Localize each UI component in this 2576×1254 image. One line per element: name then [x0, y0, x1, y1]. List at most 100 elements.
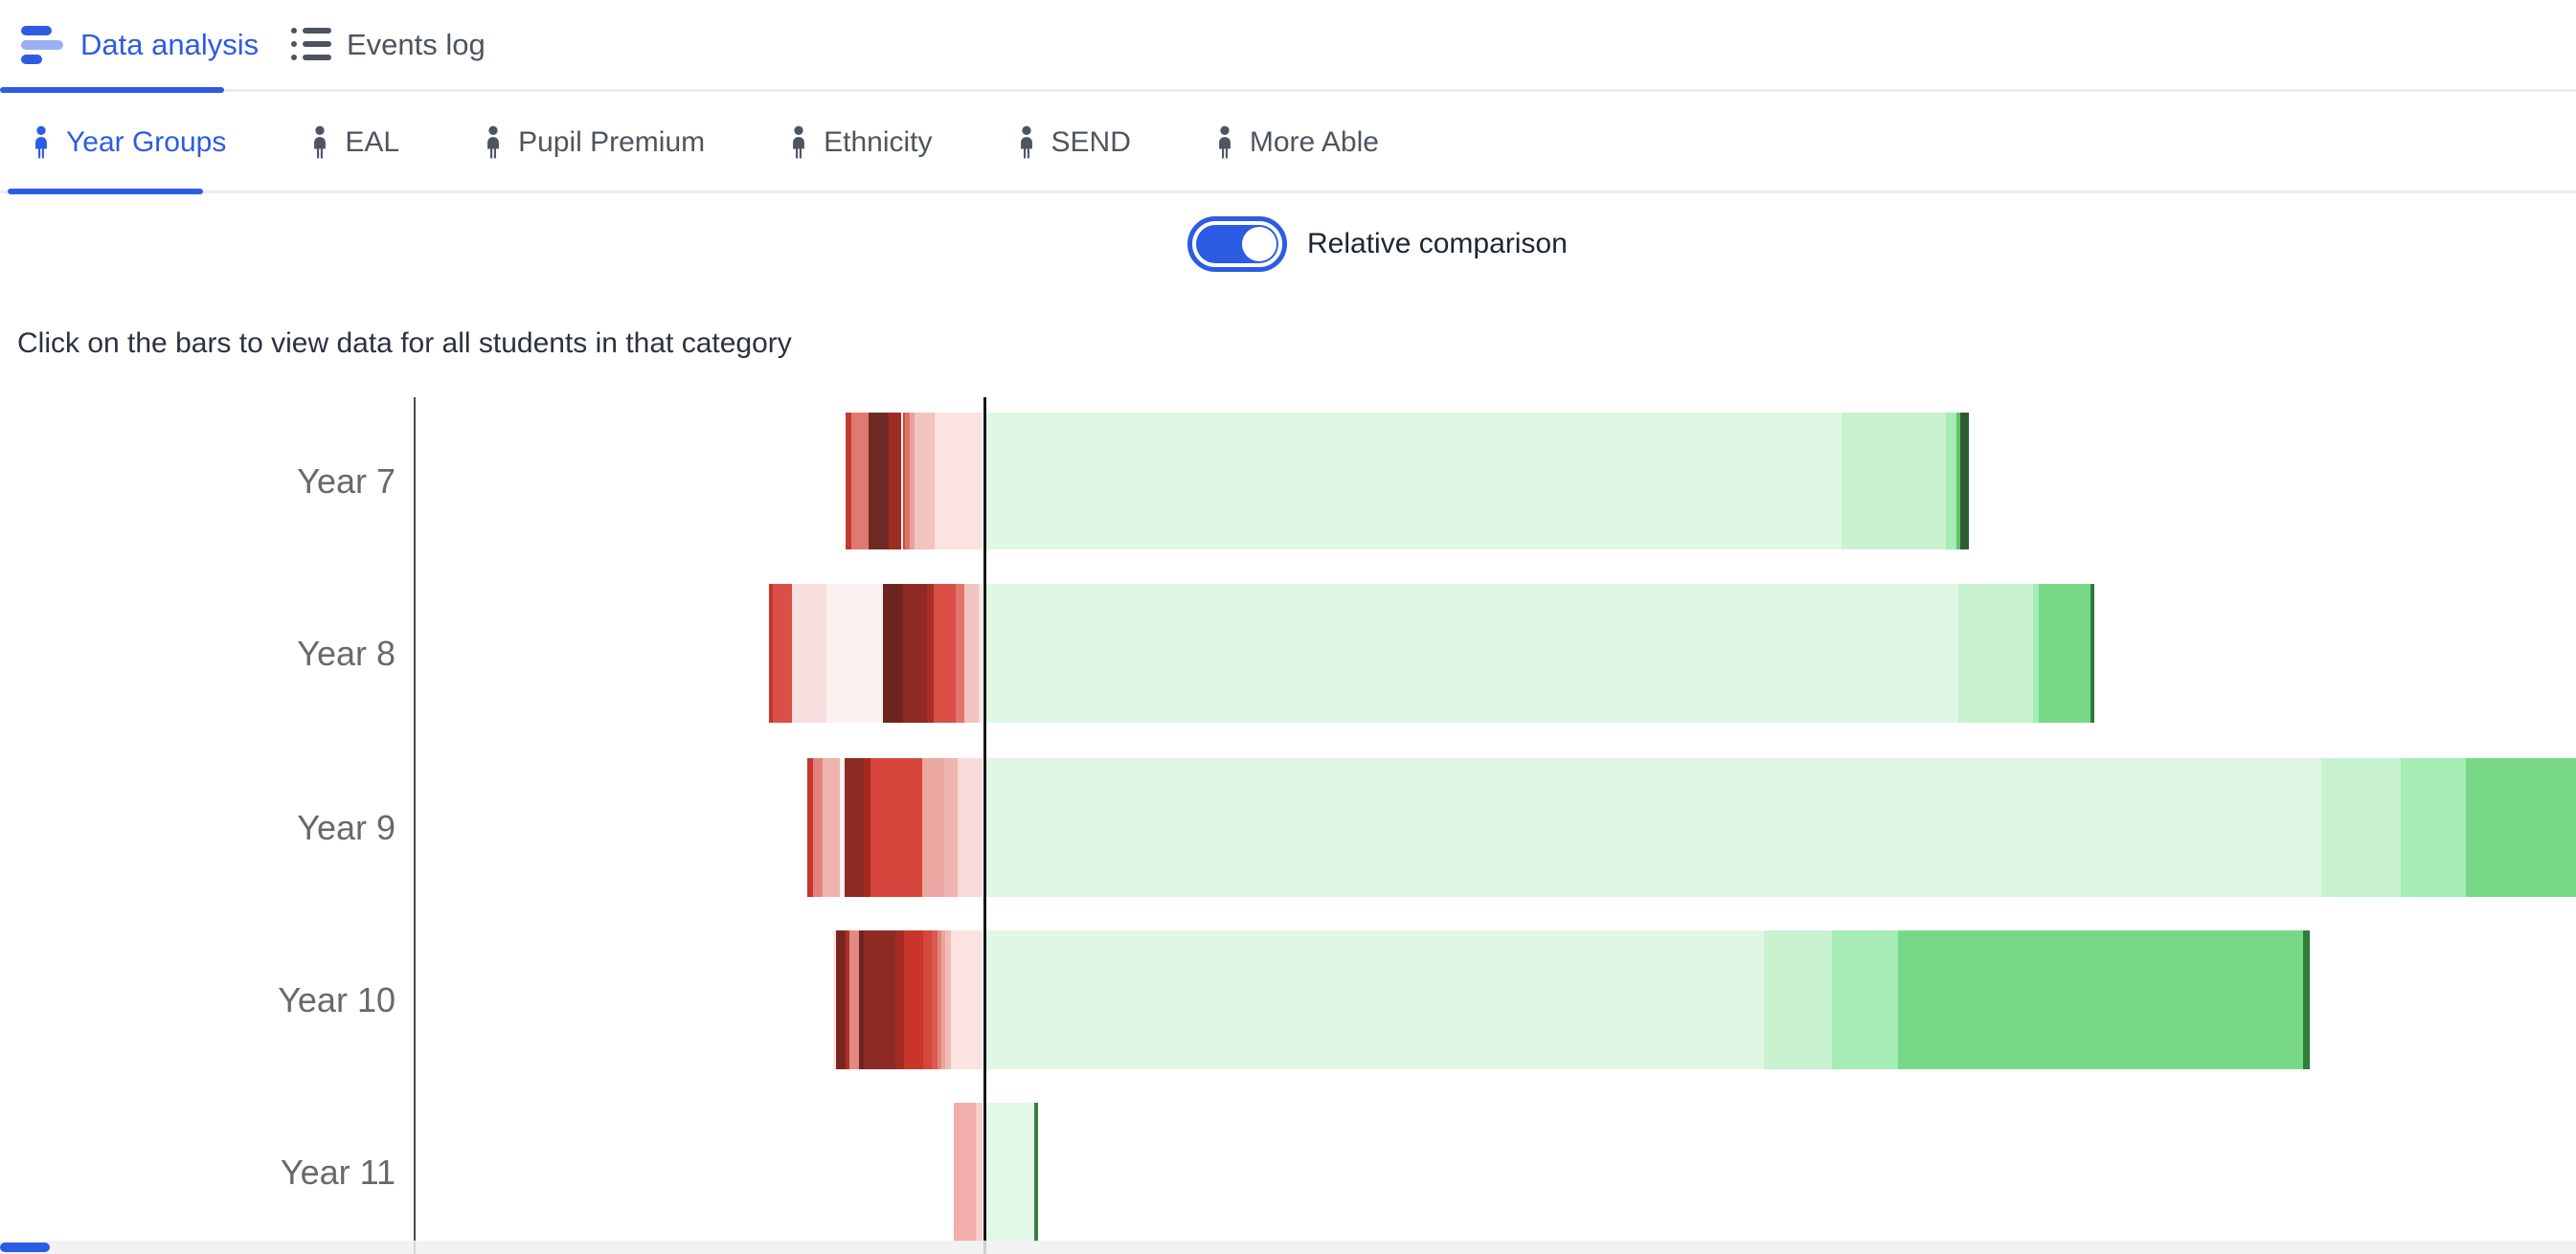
- tab-ethnicity[interactable]: Ethnicity: [786, 95, 933, 190]
- bar-segment[interactable]: [864, 930, 895, 1069]
- bar-segment[interactable]: [901, 413, 903, 549]
- bar-year-9[interactable]: [807, 758, 2576, 897]
- bar-segment[interactable]: [985, 1103, 1034, 1242]
- person-icon: [793, 125, 805, 159]
- tab-more-able[interactable]: More Able: [1212, 95, 1379, 190]
- bar-segment[interactable]: [1956, 413, 1960, 549]
- horizontal-scrollbar-track[interactable]: [0, 1241, 2576, 1254]
- bar-segment[interactable]: [859, 930, 864, 1069]
- bar-segment[interactable]: [2321, 758, 2401, 897]
- bar-segment[interactable]: [807, 758, 813, 897]
- bar-segment[interactable]: [934, 584, 956, 723]
- bar-segment[interactable]: [922, 758, 944, 897]
- person-icon: [35, 125, 47, 159]
- bar-segment[interactable]: [903, 584, 927, 723]
- bar-segment[interactable]: [932, 930, 938, 1069]
- bar-segment[interactable]: [985, 930, 1764, 1069]
- category-label-year-11: Year 11: [280, 1152, 395, 1192]
- bar-year-11[interactable]: [954, 1103, 1038, 1242]
- bar-segment[interactable]: [845, 758, 864, 897]
- bar-segment[interactable]: [1842, 413, 1946, 549]
- bar-segment[interactable]: [951, 930, 983, 1069]
- bar-segment[interactable]: [836, 930, 846, 1069]
- tab-eal[interactable]: EAL: [307, 95, 399, 190]
- tab-events-log[interactable]: Events log: [291, 0, 486, 89]
- tab-pupil-premium[interactable]: Pupil Premium: [481, 95, 705, 190]
- bar-segment[interactable]: [944, 758, 958, 897]
- bar-segment[interactable]: [985, 584, 1958, 723]
- bar-year-8[interactable]: [769, 584, 2094, 723]
- tab-send[interactable]: SEND: [1014, 95, 1131, 190]
- chart-instruction-text: Click on the bars to view data for all s…: [17, 327, 792, 359]
- bar-chart-icon: [21, 25, 65, 65]
- bar-segment[interactable]: [889, 413, 901, 549]
- horizontal-scrollbar-thumb[interactable]: [0, 1243, 50, 1252]
- bar-segment[interactable]: [883, 584, 903, 723]
- app-tab-bar: Data analysis Events log: [0, 0, 2576, 93]
- bar-segment[interactable]: [773, 584, 792, 723]
- bar-segment[interactable]: [826, 584, 883, 723]
- relative-comparison-toggle[interactable]: [1187, 216, 1287, 272]
- bar-segment[interactable]: [979, 584, 983, 723]
- bar-segment[interactable]: [958, 758, 983, 897]
- bar-segment[interactable]: [840, 758, 845, 897]
- tab-data-analysis[interactable]: Data analysis: [21, 0, 259, 89]
- bar-segment[interactable]: [2090, 584, 2094, 723]
- person-icon: [1020, 125, 1032, 159]
- bar-segment[interactable]: [851, 413, 869, 549]
- zero-baseline: [983, 397, 986, 1254]
- bar-segment[interactable]: [2401, 758, 2466, 897]
- bar-segment[interactable]: [846, 413, 851, 549]
- bar-segment[interactable]: [1764, 930, 1832, 1069]
- bar-segment[interactable]: [1034, 1103, 1038, 1242]
- bar-segment[interactable]: [2039, 584, 2090, 723]
- tab-year-groups[interactable]: Year Groups: [29, 95, 226, 190]
- bar-segment[interactable]: [813, 758, 823, 897]
- bar-segment[interactable]: [941, 930, 945, 1069]
- tab-events-log-label: Events log: [347, 27, 486, 61]
- person-icon: [314, 125, 327, 159]
- active-category-tab-indicator: [8, 189, 203, 194]
- bar-segment[interactable]: [769, 584, 773, 723]
- bar-segment[interactable]: [904, 930, 923, 1069]
- bar-segment[interactable]: [938, 930, 941, 1069]
- bar-segment[interactable]: [1960, 413, 1969, 549]
- bar-segment[interactable]: [2303, 930, 2310, 1069]
- bar-segment[interactable]: [823, 758, 840, 897]
- bar-segment[interactable]: [792, 584, 826, 723]
- bar-segment[interactable]: [964, 584, 979, 723]
- bar-segment[interactable]: [956, 584, 964, 723]
- bar-segment[interactable]: [910, 413, 915, 549]
- bar-segment[interactable]: [976, 1103, 983, 1242]
- tab-pupil-premium-label: Pupil Premium: [518, 126, 706, 158]
- category-tab-bar: Year Groups EAL Pupil Premium Ethnicity …: [0, 95, 2576, 194]
- bar-segment[interactable]: [935, 413, 983, 549]
- bar-segment[interactable]: [1958, 584, 2033, 723]
- bar-segment[interactable]: [895, 930, 904, 1069]
- tab-ethnicity-label: Ethnicity: [824, 126, 933, 158]
- bar-segment[interactable]: [1832, 930, 1898, 1069]
- bar-segment[interactable]: [945, 930, 951, 1069]
- tab-eal-label: EAL: [345, 126, 400, 158]
- bar-segment[interactable]: [927, 584, 934, 723]
- bar-segment[interactable]: [903, 413, 905, 549]
- bar-segment[interactable]: [869, 413, 889, 549]
- bar-segment[interactable]: [1898, 930, 2303, 1069]
- bar-segment[interactable]: [923, 930, 932, 1069]
- bar-segment[interactable]: [954, 1103, 976, 1242]
- bar-segment[interactable]: [864, 758, 870, 897]
- person-icon: [1218, 125, 1231, 159]
- bar-segment[interactable]: [985, 413, 1842, 549]
- bar-segment[interactable]: [870, 758, 922, 897]
- bar-segment[interactable]: [915, 413, 935, 549]
- bar-segment[interactable]: [833, 930, 836, 1069]
- bar-year-10[interactable]: [833, 930, 2310, 1069]
- bar-segment[interactable]: [1946, 413, 1956, 549]
- bar-segment[interactable]: [846, 930, 849, 1069]
- bar-segment[interactable]: [2033, 584, 2039, 723]
- bar-segment[interactable]: [849, 930, 859, 1069]
- bar-segment[interactable]: [2466, 758, 2576, 897]
- bar-year-7[interactable]: [846, 413, 1969, 549]
- bar-segment[interactable]: [985, 758, 2321, 897]
- bar-segment[interactable]: [905, 413, 910, 549]
